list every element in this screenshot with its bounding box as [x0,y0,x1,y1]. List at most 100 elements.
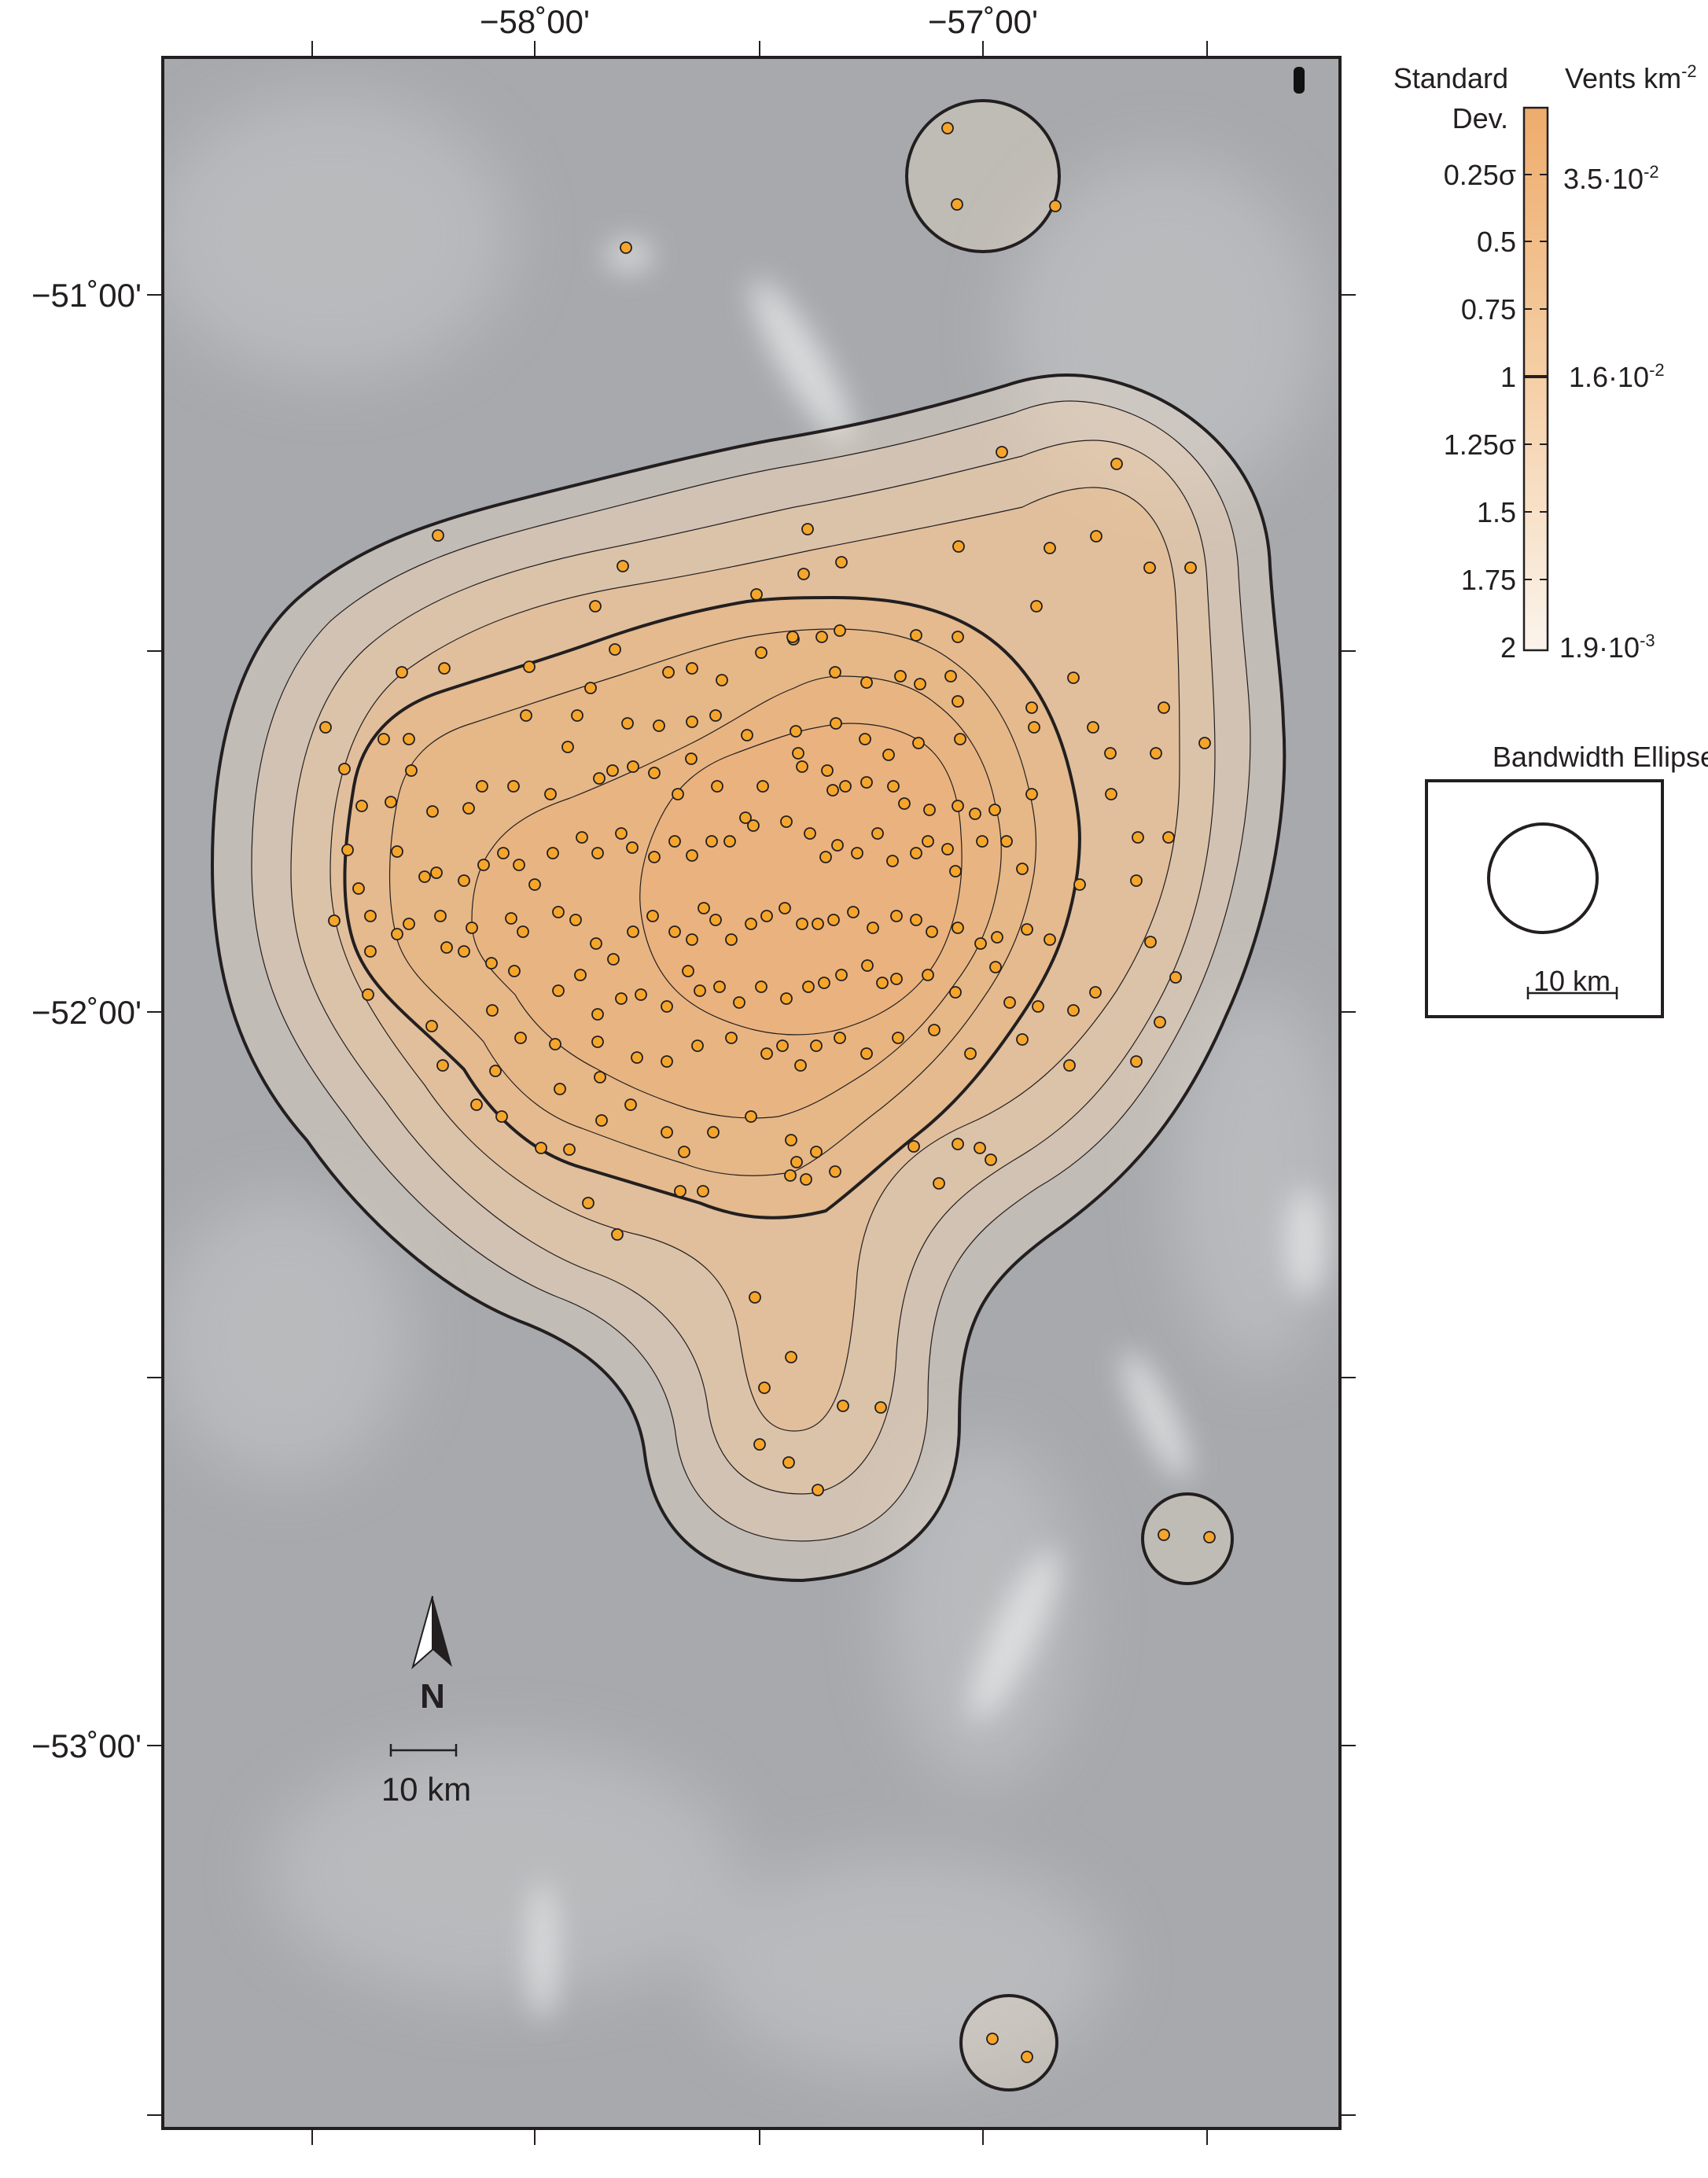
vent-marker [887,780,900,793]
vent-marker [440,941,453,954]
vent-marker [867,922,879,934]
vent-marker [432,529,444,542]
vent-marker [668,835,681,848]
left-tick-label-53: −53˚00' [31,1727,142,1764]
vent-marker [364,945,377,958]
vent-marker [890,910,903,922]
vent-marker [627,925,639,938]
frame-ticks [147,41,1356,2145]
vent-marker [847,906,860,918]
vent-marker [458,945,470,958]
vent-marker [898,797,911,810]
vent-marker [591,1036,604,1048]
vent-marker [985,1153,997,1166]
vent-marker [517,925,529,938]
vent-marker [505,912,517,925]
vent-marker [425,1020,438,1032]
vent-marker [1044,542,1056,554]
bandwidth-circle [1487,822,1599,934]
vent-marker [713,980,726,993]
vent-marker [739,811,752,824]
vent-marker [674,1185,687,1198]
vent-marker [661,1055,673,1068]
vent-marker [709,914,722,926]
vent-marker [986,2033,999,2045]
contour-1.5-sigma [290,440,1216,1495]
vent-marker [574,969,587,981]
vent-marker [631,1051,643,1064]
vent-marker [784,1169,797,1182]
vent-marker [890,973,903,985]
legend-std-title-2: Dev. [1452,102,1508,134]
vent-marker [914,678,926,690]
bandwidth-title: Bandwidth Ellipse [1493,741,1708,773]
legend-std-title: Standard [1393,62,1508,94]
vent-marker [907,1140,920,1153]
vent-marker [776,1039,789,1052]
vent-marker [523,660,536,673]
vent-marker [396,666,408,679]
vent-marker [520,709,532,722]
vent-marker [871,827,884,840]
density-legend: Standard Dev. Vents km-2 0.25σ 0.5 0.75 … [1393,61,1697,664]
vent-marker [952,1138,964,1150]
vent-marker [780,815,793,828]
vent-marker [377,733,390,745]
vent-marker [1025,701,1038,714]
bandwidth-scale-label: 10 km [1533,965,1610,997]
vent-marker [989,961,1002,973]
vent-marker [662,666,675,679]
vent-marker [819,851,832,863]
vent-marker [1032,1000,1044,1013]
legend-density-title: Vents km-2 [1565,61,1697,94]
vent-marker [780,992,793,1005]
vent-marker [831,839,844,852]
vent-marker [839,780,852,793]
vent-marker [547,847,559,859]
vent-marker [485,957,498,969]
vent-marker [621,717,634,730]
vent-marker [952,800,964,812]
vent-marker [797,568,810,580]
legend-std-label: 2 [1500,631,1516,664]
vent-marker [514,1032,527,1044]
vent-marker [1169,971,1182,984]
vent-marker [834,624,846,637]
vent-marker [801,523,814,535]
legend-std-label: 0.75 [1461,293,1516,326]
isolated-contour-east [1141,1492,1234,1585]
vent-marker [745,1110,757,1123]
vent-marker [810,1039,823,1052]
vent-marker [678,1146,690,1158]
vent-marker [835,969,848,981]
vent-marker [741,729,753,741]
vent-marker [497,847,510,859]
vent-marker [859,733,871,745]
vent-marker [486,1004,499,1017]
vent-marker [800,1173,812,1186]
vent-marker [829,1165,841,1178]
vent-marker [549,1038,561,1050]
vent-marker [755,980,767,993]
top-tick-label-58: −58˚00' [480,3,590,40]
vent-marker [576,831,588,844]
vent-marker [952,922,964,934]
vent-marker [624,1098,637,1111]
vent-marker [418,870,431,883]
vent-marker [949,986,962,999]
vent-marker [1158,1529,1170,1541]
vent-marker [796,760,808,773]
vent-marker [974,937,987,950]
vent-marker [812,918,824,930]
legend-ticks [1524,174,1548,580]
vent-marker [1063,1059,1076,1072]
terrain-bright-streaks [528,240,1325,2021]
vent-marker [954,733,966,745]
north-arrow: N [411,1595,452,1716]
vent-marker [611,1228,624,1241]
vent-marker [785,1134,797,1146]
vent-marker [620,241,632,254]
vent-marker [1067,1004,1080,1017]
vent-marker [1150,747,1162,760]
map-scale-label: 10 km [381,1771,471,1808]
